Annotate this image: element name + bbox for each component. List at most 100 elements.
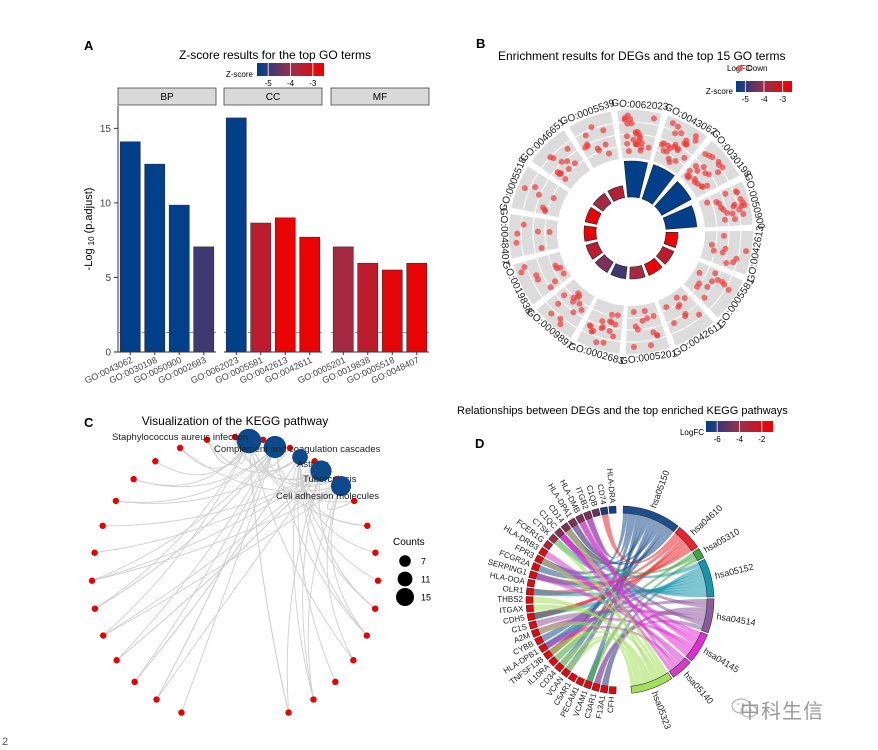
gene-sector <box>575 676 586 687</box>
bar <box>144 163 166 353</box>
network-edge <box>248 440 290 713</box>
pathway-node <box>310 460 332 482</box>
bar <box>332 246 354 353</box>
gene-point <box>709 278 716 285</box>
gene-point <box>564 158 571 165</box>
gene-point <box>632 129 639 136</box>
zscore-bar <box>629 265 646 280</box>
segment-gridline <box>522 172 539 211</box>
panel-c-title: Visualization of the KEGG pathway <box>142 414 329 428</box>
pathway-label: hsa05323 <box>650 690 673 731</box>
gene-node <box>203 436 211 443</box>
gene-point <box>561 292 568 299</box>
panel-a-title: Z-score results for the top GO terms <box>179 48 371 62</box>
network-edge <box>181 446 276 713</box>
gene-point <box>714 276 721 283</box>
segment-gridline <box>532 217 536 254</box>
network-edge <box>155 440 250 476</box>
gene-point <box>704 283 711 290</box>
gene-point <box>731 216 738 223</box>
gene-point <box>736 206 743 213</box>
legend-size-label: 11 <box>421 575 430 585</box>
bar <box>168 204 190 353</box>
gene-sector <box>528 620 538 630</box>
pathway-sector <box>622 505 679 533</box>
gene-point <box>638 144 645 151</box>
gene-label: CD74 <box>596 483 609 505</box>
gene-point <box>644 315 651 322</box>
gene-sector <box>538 546 549 558</box>
legend-tick-label: -5 <box>742 95 750 104</box>
network-edge <box>91 470 322 582</box>
gene-point <box>729 210 736 217</box>
gene-node <box>259 436 267 443</box>
pathway-node <box>263 435 287 459</box>
network-edge <box>318 470 376 610</box>
gene-label: THBS2 <box>497 595 523 604</box>
gene-node <box>99 522 106 529</box>
bar <box>225 117 247 353</box>
chord-link <box>544 551 683 664</box>
segment-gridline <box>700 270 722 302</box>
gene-point <box>521 263 528 270</box>
gene-point <box>730 203 737 210</box>
gene-point <box>600 127 607 134</box>
gene-node <box>285 709 292 716</box>
gene-point <box>570 294 577 301</box>
gene-sector <box>591 508 601 518</box>
gene-point <box>532 184 539 191</box>
zscore-bar <box>654 181 692 216</box>
gene-sector <box>583 510 593 521</box>
gene-point <box>586 322 593 329</box>
gene-point <box>664 142 671 149</box>
go-term-label: GO:0048407 <box>497 208 510 266</box>
network-edge <box>286 470 322 713</box>
gene-point <box>578 307 585 314</box>
network-edge <box>91 485 342 582</box>
gene-node <box>91 605 99 612</box>
gene-point <box>681 154 688 161</box>
gene-point <box>538 245 545 252</box>
zscore-bar <box>610 263 628 280</box>
network-edge <box>133 446 276 488</box>
gene-node <box>364 522 371 529</box>
gene-point <box>650 313 657 320</box>
gene-point <box>521 185 528 192</box>
network-edge <box>156 470 322 700</box>
gene-label: F13A1 <box>594 694 607 719</box>
gene-label: OLR1 <box>502 584 524 595</box>
gene-point <box>645 144 652 151</box>
network-edge <box>115 456 301 504</box>
gene-point <box>576 300 583 307</box>
chord-link <box>565 637 649 684</box>
gene-point <box>593 339 600 346</box>
gene-point <box>676 301 683 308</box>
chord-link <box>540 524 667 642</box>
gene-point <box>722 245 729 252</box>
gene-point <box>614 312 621 319</box>
go-term-label: GO:0062023 <box>611 98 669 113</box>
legend-tick-label: -2 <box>758 435 766 444</box>
gene-point <box>547 284 554 291</box>
legend-tick-label: -5 <box>265 79 273 88</box>
gene-point <box>692 175 699 182</box>
gene-point <box>651 115 658 122</box>
gene-point <box>630 136 637 143</box>
gene-point <box>710 247 717 254</box>
zscore-bar <box>623 160 648 199</box>
gene-point <box>632 323 639 330</box>
gene-point <box>600 339 607 346</box>
panel-d-title: Relationships between DEGs and the top e… <box>457 405 788 417</box>
gene-point <box>555 300 562 307</box>
gene-point <box>552 278 559 285</box>
gene-sector <box>525 604 535 613</box>
gene-point <box>534 228 541 235</box>
network-edge <box>326 485 354 661</box>
bar <box>119 141 141 353</box>
gene-point <box>557 321 564 328</box>
segment-gridline <box>719 191 730 227</box>
pathway-label: hsa05140 <box>682 670 716 706</box>
gene-sector <box>591 682 601 692</box>
gene-point <box>700 164 707 171</box>
legend-tick-label: -3 <box>779 95 787 104</box>
